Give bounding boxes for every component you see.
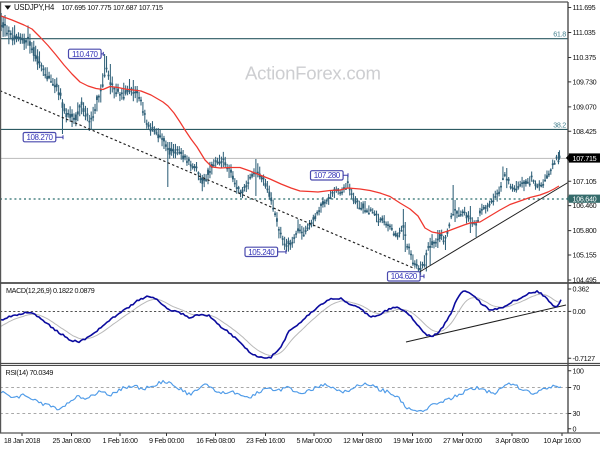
svg-text:1 Feb 16:00: 1 Feb 16:00 xyxy=(102,436,137,445)
svg-text:USDJPY,H4: USDJPY,H4 xyxy=(14,3,55,12)
svg-text:111.695: 111.695 xyxy=(573,3,596,12)
svg-text:3 Apr 08:00: 3 Apr 08:00 xyxy=(495,436,529,445)
svg-text:19 Mar 16:00: 19 Mar 16:00 xyxy=(393,436,432,445)
svg-text:104.620: 104.620 xyxy=(391,272,418,281)
svg-text:107.695 107.775 107.687 107.71: 107.695 107.775 107.687 107.715 xyxy=(62,3,164,12)
svg-text:-0.7127: -0.7127 xyxy=(573,354,596,363)
svg-text:30: 30 xyxy=(573,409,581,418)
svg-text:23 Feb 16:00: 23 Feb 16:00 xyxy=(246,436,285,445)
svg-text:110.470: 110.470 xyxy=(72,50,98,59)
svg-text:108.270: 108.270 xyxy=(26,133,53,142)
svg-text:100: 100 xyxy=(573,366,584,375)
svg-text:105.240: 105.240 xyxy=(248,248,275,257)
svg-text:108.425: 108.425 xyxy=(573,127,597,136)
svg-text:107.280: 107.280 xyxy=(314,171,341,180)
svg-text:9 Feb 00:00: 9 Feb 00:00 xyxy=(149,436,184,445)
svg-text:0.362: 0.362 xyxy=(573,285,590,294)
svg-text:27 Mar 00:00: 27 Mar 00:00 xyxy=(443,436,482,445)
svg-text:107.715: 107.715 xyxy=(573,154,597,163)
svg-text:104.495: 104.495 xyxy=(573,276,597,285)
svg-text:70: 70 xyxy=(573,383,581,392)
svg-text:10 Apr 16:00: 10 Apr 16:00 xyxy=(543,436,580,445)
svg-text:12 Mar 08:00: 12 Mar 08:00 xyxy=(343,436,382,445)
svg-text:25 Jan 08:00: 25 Jan 08:00 xyxy=(53,436,91,445)
svg-text:111.035: 111.035 xyxy=(573,28,596,37)
svg-text:105.155: 105.155 xyxy=(573,251,597,260)
svg-text:16 Feb 08:00: 16 Feb 08:00 xyxy=(196,436,235,445)
svg-text:38.2: 38.2 xyxy=(553,120,566,129)
svg-text:110.375: 110.375 xyxy=(573,53,597,62)
svg-text:0.00: 0.00 xyxy=(573,307,586,316)
svg-text:109.730: 109.730 xyxy=(573,78,597,87)
svg-text:RSI(14) 70.0349: RSI(14) 70.0349 xyxy=(6,368,54,377)
svg-text:ActionForex.com: ActionForex.com xyxy=(245,63,381,84)
svg-text:MACD(12,26,9) 0.1822 0.0879: MACD(12,26,9) 0.1822 0.0879 xyxy=(6,286,95,295)
svg-text:105.800: 105.800 xyxy=(573,226,597,235)
svg-text:5 Mar 00:00: 5 Mar 00:00 xyxy=(296,436,331,445)
svg-text:61.8: 61.8 xyxy=(553,30,566,39)
svg-text:107.105: 107.105 xyxy=(573,177,597,186)
svg-text:106.460: 106.460 xyxy=(573,201,597,210)
svg-text:0: 0 xyxy=(573,424,577,433)
svg-text:18 Jan 2018: 18 Jan 2018 xyxy=(4,436,41,445)
svg-text:106.640: 106.640 xyxy=(573,195,597,204)
svg-text:109.070: 109.070 xyxy=(573,103,597,112)
